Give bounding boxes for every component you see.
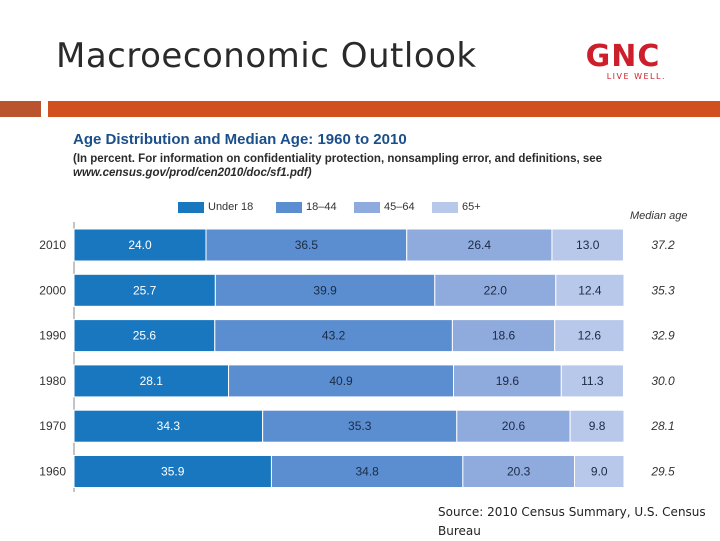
bar-segment-2000-under18 (73, 273, 216, 307)
data-label-1960-65plus: 9.0 (591, 465, 608, 479)
year-label-1960: 1960 (39, 465, 66, 479)
data-label-2000-18-44: 39.9 (313, 283, 337, 297)
gnc-logo: GNC LIVE WELL. (552, 42, 694, 84)
legend-swatch-45-64 (354, 202, 380, 213)
bar-segment-1970-45-64 (456, 409, 571, 443)
legend-label-65plus: 65+ (462, 201, 481, 213)
bar-segment-1960-under18 (73, 455, 272, 488)
year-label-1970: 1970 (39, 419, 66, 433)
data-label-1990-45-64: 18.6 (492, 329, 516, 343)
bar-segment-1990-18-44 (214, 319, 453, 353)
data-label-2000-45-64: 22.0 (484, 283, 508, 297)
logo-tagline: LIVE WELL. (606, 72, 666, 81)
data-label-2010-18-44: 36.5 (295, 238, 319, 252)
bar-segment-1970-65plus (569, 409, 625, 443)
median-age-header: Median age (630, 210, 688, 222)
data-label-1980-under18: 28.1 (140, 374, 164, 388)
source-note: Source: 2010 Census Summary, U.S. Census… (438, 505, 706, 538)
data-label-1980-65plus: 11.3 (581, 374, 604, 388)
data-label-1970-under18: 34.3 (157, 419, 181, 433)
bar-segment-1960-65plus (574, 455, 625, 488)
bar-segment-2000-65plus (555, 273, 625, 307)
data-label-1960-under18: 35.9 (161, 465, 185, 479)
data-label-1990-under18: 25.6 (133, 329, 157, 343)
data-label-1980-45-64: 19.6 (496, 374, 520, 388)
data-label-1990-65plus: 12.6 (578, 329, 602, 343)
data-label-1980-18-44: 40.9 (329, 374, 353, 388)
data-label-2010-65plus: 13.0 (576, 238, 600, 252)
bar-segment-1990-under18 (73, 319, 216, 353)
year-label-2000: 2000 (39, 283, 66, 297)
median-age-1990: 32.9 (651, 329, 675, 343)
data-label-1970-65plus: 9.8 (589, 419, 606, 433)
bar-segment-1980-18-44 (228, 364, 454, 398)
data-label-1990-18-44: 43.2 (322, 329, 346, 343)
chart-title: Age Distribution and Median Age: 1960 to… (73, 131, 407, 148)
logo-wordmark: GNC (585, 39, 661, 74)
bar-segment-1970-18-44 (262, 409, 458, 443)
year-label-2010: 2010 (39, 238, 66, 252)
median-age-1960: 29.5 (650, 465, 675, 479)
median-age-2010: 37.2 (651, 238, 675, 252)
legend-swatch-under18 (178, 202, 204, 213)
legend-label-under18: Under 18 (208, 201, 254, 213)
data-label-1960-18-44: 34.8 (355, 465, 379, 479)
bar-segment-2010-18-44 (205, 228, 408, 262)
data-label-2000-under18: 25.7 (133, 283, 157, 297)
bar-segment-2000-45-64 (434, 273, 557, 307)
median-age-2000: 35.3 (651, 283, 675, 297)
chart-subtitle-url: www.census.gov/prod/cen2010/doc/sf1.pdf) (73, 167, 312, 179)
median-age-1980: 30.0 (651, 374, 675, 388)
data-label-2000-65plus: 12.4 (578, 283, 602, 297)
data-label-1970-18-44: 35.3 (348, 419, 372, 433)
bar-segment-1960-45-64 (462, 455, 576, 488)
bar-segment-1980-under18 (73, 364, 230, 398)
year-label-1990: 1990 (39, 329, 66, 343)
data-label-2010-45-64: 26.4 (468, 238, 492, 252)
data-label-1960-45-64: 20.3 (507, 465, 531, 479)
chart-subtitle-line1: (In percent. For information on confiden… (73, 153, 603, 165)
legend-label-45-64: 45–64 (384, 201, 415, 213)
data-label-1970-45-64: 20.6 (502, 419, 526, 433)
year-label-1980: 1980 (39, 374, 66, 388)
data-label-2010-under18: 24.0 (128, 238, 152, 252)
legend-label-18-44: 18–44 (306, 201, 337, 213)
bar-segment-1960-18-44 (270, 455, 464, 488)
bar-segment-2010-45-64 (406, 228, 553, 262)
title-band-left (0, 101, 41, 117)
bar-segment-1980-45-64 (453, 364, 562, 398)
bar-segment-1980-65plus (560, 364, 624, 398)
chart-subtitle: (In percent. For information on confiden… (73, 152, 602, 180)
slide-title: Macroeconomic Outlook (56, 36, 477, 76)
legend-swatch-18-44 (276, 202, 302, 213)
bar-segment-1990-45-64 (451, 319, 556, 353)
bar-segment-1990-65plus (554, 319, 625, 353)
bar-segment-2010-65plus (551, 228, 624, 262)
legend-swatch-65plus (432, 202, 458, 213)
title-band-right (48, 101, 720, 117)
median-age-1970: 28.1 (650, 419, 674, 433)
